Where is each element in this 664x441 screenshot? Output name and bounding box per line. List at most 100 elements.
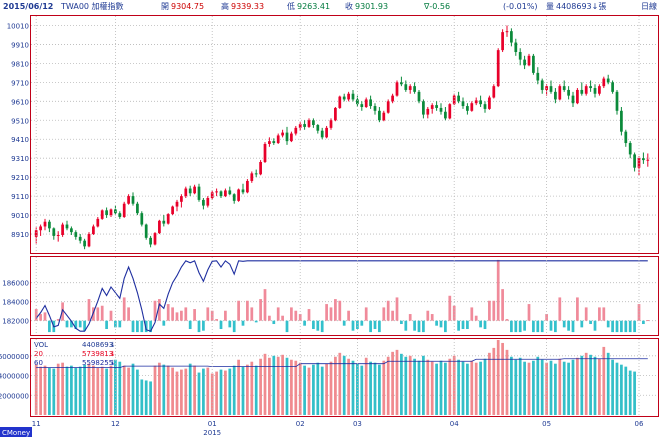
candlestick[interactable]	[118, 211, 122, 219]
candlestick[interactable]	[39, 224, 42, 236]
candlestick[interactable]	[232, 193, 236, 204]
candlestick[interactable]	[536, 67, 540, 85]
candlestick[interactable]	[549, 80, 553, 94]
candlestick[interactable]	[461, 97, 465, 109]
candlestick[interactable]	[624, 129, 628, 147]
candlestick[interactable]	[259, 160, 262, 176]
candlestick[interactable]	[65, 220, 69, 231]
candlestick[interactable]	[400, 76, 403, 87]
candlestick[interactable]	[422, 99, 425, 119]
candlestick[interactable]	[149, 235, 152, 248]
candlestick[interactable]	[501, 29, 504, 53]
candlestick[interactable]	[241, 183, 245, 195]
candlestick[interactable]	[70, 226, 73, 235]
candlestick[interactable]	[250, 171, 254, 183]
candlestick[interactable]	[580, 82, 584, 96]
candlestick[interactable]	[364, 97, 368, 108]
candlestick[interactable]	[263, 142, 267, 163]
candlestick[interactable]	[246, 179, 249, 194]
candlestick[interactable]	[514, 38, 518, 56]
candlestick[interactable]	[92, 224, 95, 235]
candlestick[interactable]	[180, 194, 183, 208]
candlestick[interactable]	[294, 125, 298, 136]
candlestick[interactable]	[628, 141, 632, 159]
candlestick[interactable]	[633, 152, 636, 172]
candlestick[interactable]	[184, 186, 188, 199]
candlestick[interactable]	[87, 232, 91, 248]
candlestick[interactable]	[373, 103, 377, 115]
oscillator-bars[interactable]	[34, 259, 650, 333]
candlestick[interactable]	[290, 131, 293, 143]
candlestick[interactable]	[615, 89, 619, 115]
candlestick[interactable]	[193, 184, 196, 195]
candlestick[interactable]	[127, 194, 130, 205]
candlestick[interactable]	[562, 80, 566, 92]
candlestick[interactable]	[43, 218, 47, 231]
candlestick[interactable]	[558, 84, 562, 101]
candlestick[interactable]	[237, 188, 240, 202]
candlestick[interactable]	[166, 213, 170, 225]
candlestick[interactable]	[272, 138, 276, 145]
candlestick[interactable]	[620, 107, 623, 136]
candlestick[interactable]	[320, 127, 324, 140]
candlestick[interactable]	[523, 55, 526, 70]
candlestick[interactable]	[100, 209, 104, 220]
candlestick[interactable]	[496, 48, 500, 88]
candlestick[interactable]	[611, 80, 614, 94]
candlestick[interactable]	[268, 137, 271, 147]
candlestick[interactable]	[52, 227, 56, 240]
volume-bars[interactable]	[34, 340, 636, 415]
candlestick[interactable]	[105, 207, 108, 218]
candlestick[interactable]	[589, 80, 592, 92]
candlestick[interactable]	[175, 199, 179, 212]
candlestick[interactable]	[488, 95, 491, 110]
candlestick[interactable]	[395, 80, 399, 97]
candlestick[interactable]	[426, 107, 430, 119]
candlestick[interactable]	[532, 53, 535, 75]
candlestick[interactable]	[83, 238, 86, 250]
candlestick[interactable]	[329, 118, 333, 130]
candlestick[interactable]	[457, 91, 460, 104]
candlestick[interactable]	[448, 103, 452, 120]
candlestick[interactable]	[576, 88, 579, 105]
candlestick[interactable]	[122, 201, 126, 218]
candlestick[interactable]	[202, 198, 205, 210]
candlestick[interactable]	[571, 91, 575, 108]
candlestick[interactable]	[136, 201, 139, 216]
candlestick[interactable]	[386, 99, 390, 114]
candlestick[interactable]	[153, 232, 157, 246]
candlestick[interactable]	[510, 28, 513, 47]
candlestick[interactable]	[56, 231, 60, 242]
candlestick[interactable]	[298, 122, 302, 131]
candlestick[interactable]	[188, 185, 192, 197]
candlestick[interactable]	[505, 25, 509, 37]
cmoney-badge[interactable]: CMoney	[0, 427, 32, 437]
candlestick[interactable]	[109, 208, 113, 217]
candlestick[interactable]	[325, 125, 328, 139]
candlestick[interactable]	[334, 107, 337, 122]
candlestick[interactable]	[254, 169, 258, 178]
candlestick[interactable]	[312, 118, 315, 128]
candlestick[interactable]	[48, 219, 51, 233]
candlestick[interactable]	[369, 95, 372, 109]
candlestick[interactable]	[360, 101, 364, 111]
candlestick[interactable]	[435, 101, 438, 111]
candlestick[interactable]	[210, 190, 214, 200]
candlestick[interactable]	[444, 107, 447, 121]
candlestick[interactable]	[197, 183, 201, 202]
candlestick[interactable]	[171, 205, 174, 216]
candlestick[interactable]	[391, 93, 394, 104]
candlestick[interactable]	[96, 216, 100, 228]
candlestick[interactable]	[470, 101, 474, 112]
candlestick[interactable]	[602, 76, 606, 89]
candlestick[interactable]	[342, 93, 346, 102]
candlestick[interactable]	[206, 196, 210, 208]
candlestick[interactable]	[316, 124, 320, 134]
candlestick[interactable]	[479, 95, 482, 108]
candlestick[interactable]	[351, 89, 355, 102]
candlestick[interactable]	[474, 97, 478, 106]
candlestick[interactable]	[439, 103, 443, 115]
candlestick[interactable]	[593, 84, 597, 98]
candlestick[interactable]	[598, 84, 601, 96]
